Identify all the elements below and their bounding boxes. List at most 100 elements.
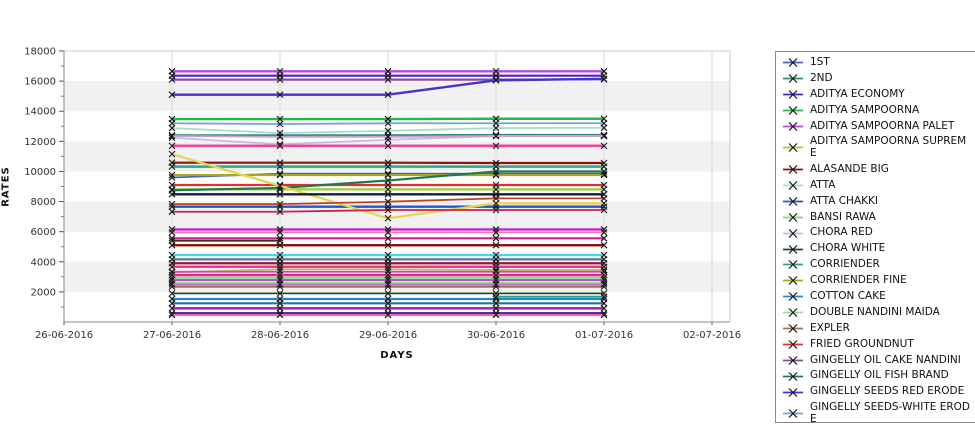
series-marker-unlabeled (384, 214, 392, 222)
series-marker-unlabeled (600, 280, 608, 288)
legend-label: ADITYA SAMPOORNA (810, 103, 920, 116)
series-marker-gingelly-seeds-white-erode (492, 119, 500, 127)
series-marker-unlabeled (600, 229, 608, 236)
legend-item-gingelly-seeds-red-erode: GINGELLY SEEDS RED ERODE (783, 386, 975, 398)
x-tick-label: 01-07-2016 (575, 330, 633, 341)
series-marker-unlabeled (276, 133, 284, 141)
series-marker-unlabeled (384, 234, 392, 242)
x-axis-title: DAYS (380, 350, 414, 361)
series-marker-unlabeled (492, 293, 500, 301)
legend-label: GINGELLY SEEDS-WHITE ERODE (810, 401, 971, 423)
legend-item-chora-white: CHORA WHITE (783, 243, 975, 255)
series-marker-unlabeled (600, 304, 608, 312)
series-marker-unlabeled (384, 311, 392, 319)
legend-label: ALASANDE BIG (810, 162, 889, 175)
series-marker-gn-cake-gujarath (168, 226, 176, 233)
legend-x-marker-icon (783, 339, 803, 349)
legend-label: ATTA CHAKKI (810, 194, 878, 207)
series-marker-unlabeled (492, 311, 500, 319)
chart-legend: 1ST 2ND ADITYA ECONOMY ADITYA SAMPOORNA ADIT… (775, 51, 975, 423)
series-marker-corriender (600, 163, 608, 171)
series-marker-corriender (492, 163, 500, 171)
series-marker-gingelly-seeds-white-erode (168, 119, 176, 127)
legend-x-marker-icon (783, 355, 803, 365)
x-tick-label: 26-06-2016 (35, 330, 93, 341)
legend-item-chora-red: CHORA RED (783, 227, 975, 239)
series-marker-unlabeled (492, 194, 500, 202)
series-marker-unlabeled (168, 150, 176, 158)
legend-item-fried-groundnut: FRIED GROUNDNUT (783, 338, 975, 351)
series-marker-unlabeled (492, 271, 500, 279)
series-marker-atta (168, 124, 176, 132)
legend-item-1st: 1ST (783, 56, 975, 69)
series-marker-gingelly-oil-cake-nandini (276, 76, 284, 84)
y-axis-title-text: RATES (0, 166, 12, 207)
legend-label: CORRIENDER (810, 258, 880, 271)
series-marker-2nd (600, 131, 608, 139)
legend-item-corriender: CORRIENDER (783, 259, 975, 271)
y-tick-label: 10000 (24, 167, 56, 178)
series-marker-unlabeled (276, 237, 284, 245)
series-marker-unlabeled (276, 271, 284, 279)
series-marker-unlabeled (168, 299, 176, 307)
series-marker-chora-white (384, 289, 392, 297)
series-marker-aditya-sampoorna-palet (600, 67, 608, 75)
x-tick-label: 02-07-2016 (683, 330, 741, 341)
legend-label: 1ST (810, 56, 830, 68)
legend-label: DOUBLE NANDINI MAIDA (810, 305, 940, 318)
legend-label: ADITYA ECONOMY (810, 87, 905, 100)
legend-item-atta: ATTA (783, 179, 975, 192)
series-marker-unlabeled (168, 263, 176, 271)
y-tick-label: 6000 (31, 227, 56, 238)
series-marker-unlabeled (600, 299, 608, 307)
series-marker-aditya-sampoorna-palet (384, 67, 392, 75)
series-marker-fried-groundnut (492, 181, 500, 189)
legend-x-marker-icon (783, 105, 803, 115)
series-marker-unlabeled (276, 190, 284, 198)
series-marker-gingelly-seeds-red-erode (600, 75, 608, 83)
series-marker-fried-groundnut (168, 181, 176, 189)
series-marker-unlabeled (600, 132, 608, 140)
y-tick-label: 16000 (24, 77, 56, 88)
legend-item-atta-chakki: ATTA CHAKKI (783, 194, 975, 208)
legend-item-double-nandini-maida: DOUBLE NANDINI MAIDA (783, 305, 975, 319)
legend-label: COTTON CAKE (810, 289, 886, 302)
series-marker-unlabeled (276, 280, 284, 288)
series-marker-unlabeled (600, 199, 608, 207)
legend-item-aditya-sampoorna-supreme: ADITYA SAMPOORNA SUPREME (783, 136, 975, 159)
series-marker-unlabeled (492, 304, 500, 312)
legend-label: GINGELLY OIL CAKE NANDINI (810, 353, 961, 366)
series-marker-atta (384, 127, 392, 135)
series-marker-unlabeled (492, 132, 500, 140)
series-marker-unlabeled (492, 199, 500, 207)
series-marker-unlabeled (492, 299, 500, 307)
series-marker-gingelly-oil-cake-nandini (384, 76, 392, 84)
series-marker-unlabeled (384, 280, 392, 288)
legend-item-cotton-cake: COTTON CAKE (783, 289, 975, 303)
legend-x-marker-icon (783, 74, 803, 84)
series-marker-unlabeled (168, 190, 176, 198)
series-marker-atta (492, 124, 500, 132)
legend-item-gingelly-oil-cake-nandini: GINGELLY OIL CAKE NANDINI (783, 353, 975, 367)
y-tick-label: 18000 (24, 47, 56, 58)
series-marker-unlabeled (276, 304, 284, 312)
x-tick-label: 27-06-2016 (143, 330, 201, 341)
series-marker-gn-raw-with-shell (168, 142, 176, 150)
legend-label: CHORA WHITE (810, 242, 886, 255)
series-marker-gingelly-seeds-white-erode (600, 119, 608, 127)
series-marker-corriender-fine (276, 171, 284, 179)
series-marker-unlabeled (168, 280, 176, 288)
legend-x-marker-icon (783, 409, 803, 419)
y-tick-label: 12000 (24, 137, 56, 148)
series-marker-gingelly-seeds-red-erode (492, 76, 500, 84)
series-marker-unlabeled (600, 206, 608, 214)
y-tick-label: 14000 (24, 107, 56, 118)
legend-item-aditya-sampoorna-palet: ADITYA SAMPOORNA PALET (783, 120, 975, 133)
series-marker-gn-raw-with-shell (492, 142, 500, 150)
series-marker-unlabeled (600, 311, 608, 319)
series-marker-unlabeled (168, 200, 176, 208)
series-marker-fried-groundnut (600, 181, 608, 189)
legend-x-marker-icon (783, 143, 803, 153)
series-marker-unlabeled (168, 132, 176, 140)
